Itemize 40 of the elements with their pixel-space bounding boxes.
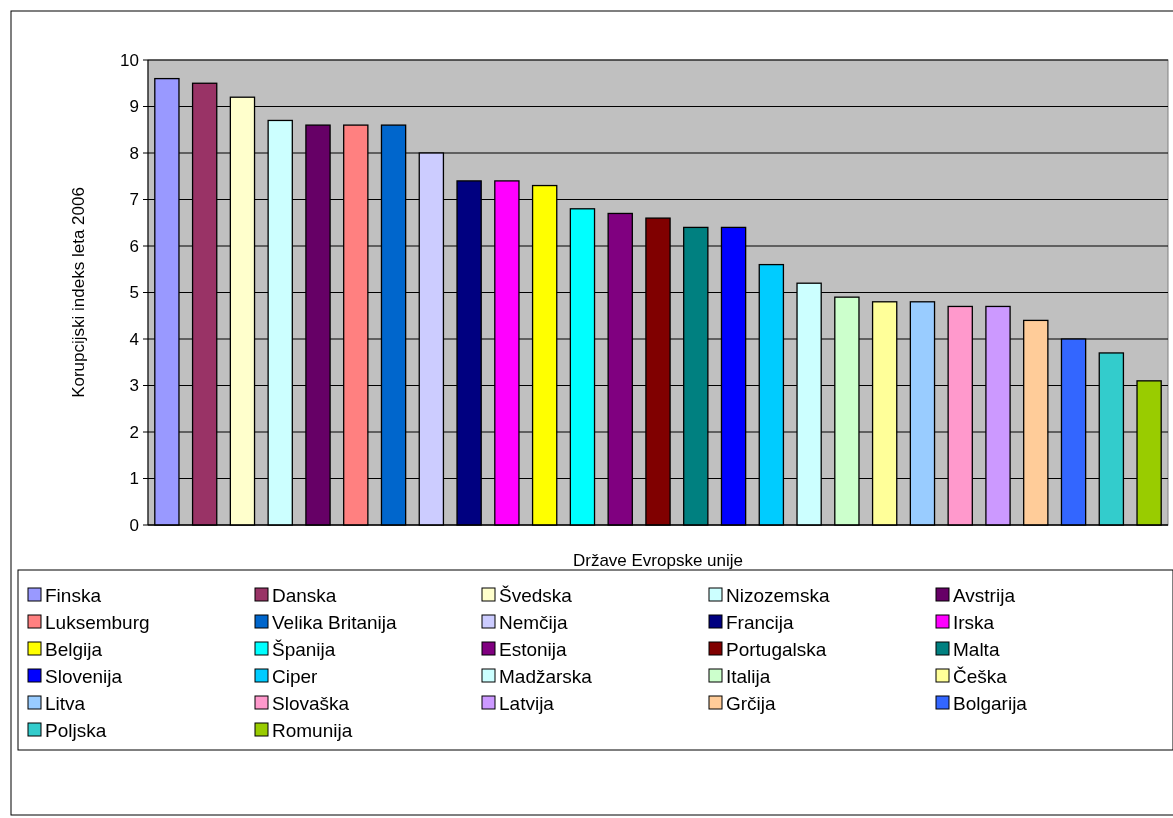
y-tick-label: 7 xyxy=(129,190,139,210)
legend-label: Madžarska xyxy=(499,665,593,687)
legend-label: Grčija xyxy=(726,692,777,714)
y-tick-label: 4 xyxy=(129,329,139,349)
y-axis-title: Korupcijski indeks leta 2006 xyxy=(69,187,88,398)
y-tick-label: 2 xyxy=(129,422,139,442)
legend-label: Ciper xyxy=(272,665,319,687)
legend-label: Malta xyxy=(953,638,1000,660)
legend-label: Romunija xyxy=(272,719,353,741)
y-tick-label: 9 xyxy=(129,97,139,117)
legend-label: Poljska xyxy=(45,719,107,741)
legend-label: Nemčija xyxy=(499,611,569,633)
legend-label: Portugalska xyxy=(726,638,827,660)
legend-label: Španija xyxy=(272,638,336,660)
y-tick-label: 0 xyxy=(129,515,139,535)
legend-label: Belgija xyxy=(45,638,103,660)
legend-label: Bolgarija xyxy=(953,692,1028,714)
y-tick-label: 10 xyxy=(120,50,139,70)
legend-label: Estonija xyxy=(499,638,568,660)
legend-label: Italija xyxy=(726,665,771,687)
y-tick-label: 1 xyxy=(129,469,139,489)
legend-label: Nizozemska xyxy=(726,584,830,606)
legend-label: Češka xyxy=(953,665,1008,687)
legend-label: Finska xyxy=(45,584,102,606)
legend-label: Danska xyxy=(272,584,337,606)
legend-label: Slovenija xyxy=(45,665,123,687)
legend-label: Litva xyxy=(45,692,86,714)
legend-label: Luksemburg xyxy=(45,611,150,633)
legend-label: Slovaška xyxy=(272,692,350,714)
legend-label: Francija xyxy=(726,611,795,633)
y-tick-label: 5 xyxy=(129,283,139,303)
legend-label: Velika Britanija xyxy=(272,611,398,633)
legend-label: Irska xyxy=(953,611,995,633)
legend-label: Avstrija xyxy=(953,584,1016,606)
legend-label: Latvija xyxy=(499,692,555,714)
legend-label: Švedska xyxy=(499,584,573,606)
y-tick-label: 3 xyxy=(129,376,139,396)
y-tick-label: 8 xyxy=(129,143,139,163)
x-axis-title: Države Evropske unije xyxy=(572,551,744,570)
y-tick-label: 6 xyxy=(129,236,139,256)
